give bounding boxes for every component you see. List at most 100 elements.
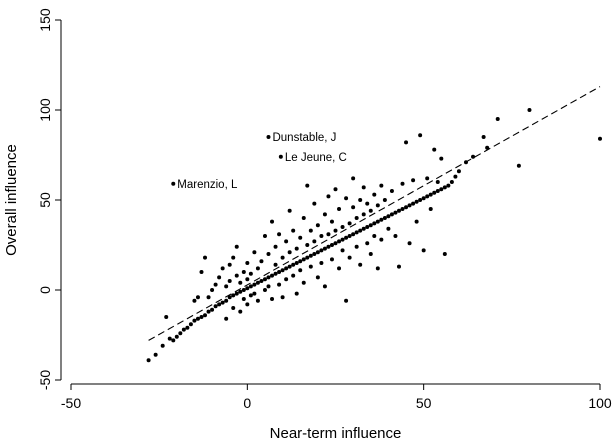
data-point [255, 280, 260, 285]
data-point [181, 327, 186, 332]
data-point [273, 271, 278, 276]
data-point [308, 253, 313, 258]
data-point [495, 117, 500, 121]
data-point [435, 189, 440, 193]
data-point [375, 219, 380, 224]
data-point [358, 228, 363, 233]
data-point [171, 338, 176, 343]
data-point [322, 246, 327, 251]
data-point [227, 295, 232, 300]
data-point [312, 252, 317, 256]
data-point [245, 261, 250, 265]
data-point [294, 261, 299, 265]
data-point [432, 147, 437, 152]
data-point [598, 136, 602, 141]
axes: -50 0 50 100 -50 0 50 100 150 [37, 8, 612, 411]
data-point [453, 174, 458, 179]
data-point [220, 300, 225, 305]
data-point [407, 203, 412, 208]
data-point [435, 180, 440, 184]
data-point [266, 275, 271, 280]
data-point [396, 208, 401, 213]
data-point [361, 185, 366, 190]
data-point [337, 266, 342, 271]
data-point [400, 181, 405, 186]
data-point [516, 163, 521, 168]
data-point [277, 270, 282, 274]
data-point [379, 183, 384, 188]
data-point [365, 225, 370, 229]
data-point [252, 291, 257, 296]
data-point [291, 273, 296, 278]
data-point [238, 280, 243, 285]
data-point [418, 133, 423, 138]
data-point [259, 279, 264, 283]
data-point [428, 207, 433, 211]
data-point [421, 196, 426, 201]
data-point [439, 156, 444, 161]
data-point [326, 244, 331, 249]
data-point [329, 219, 334, 224]
data-point [337, 239, 342, 244]
data-point [365, 241, 370, 246]
point-annotation: Dunstable, J [272, 132, 336, 144]
data-point [368, 223, 373, 228]
data-point [227, 262, 232, 267]
data-point [294, 246, 299, 251]
data-point [379, 237, 384, 242]
data-point [287, 264, 292, 269]
data-point [192, 318, 197, 323]
data-point [146, 358, 151, 363]
data-point [153, 352, 158, 357]
data-point [315, 223, 320, 228]
data-point [164, 315, 169, 319]
data-point [347, 221, 352, 226]
data-point [234, 291, 239, 296]
data-point [389, 212, 394, 217]
data-point [354, 244, 359, 249]
data-point [241, 270, 246, 274]
data-point [284, 239, 289, 244]
data-point [245, 286, 250, 291]
data-point [266, 252, 271, 256]
data-point [351, 176, 356, 181]
y-tick-label: 150 [37, 8, 53, 32]
data-point [456, 169, 461, 174]
data-point [428, 192, 433, 197]
data-point [220, 266, 225, 271]
data-point [442, 185, 447, 190]
data-point [449, 180, 454, 184]
y-tick-label: 0 [37, 286, 53, 294]
data-point [404, 140, 409, 145]
data-point [248, 293, 253, 298]
data-point [305, 255, 310, 260]
data-point [351, 205, 356, 210]
data-point [199, 270, 204, 274]
y-ticks: -50 0 50 100 150 [37, 8, 61, 390]
data-point [305, 243, 310, 247]
data-point [262, 288, 267, 292]
data-point [298, 259, 303, 264]
data-point [287, 208, 292, 213]
data-point [312, 201, 317, 206]
data-point [414, 219, 419, 224]
data-point [347, 234, 352, 238]
data-point [305, 183, 310, 188]
data-point [329, 243, 334, 247]
data-point [322, 284, 327, 289]
data-point [217, 302, 222, 307]
data-point [213, 304, 218, 309]
data-point [351, 232, 356, 237]
data-point [188, 322, 193, 327]
data-point [337, 207, 342, 211]
data-point [425, 194, 430, 199]
data-point [291, 228, 296, 233]
data-point [206, 295, 211, 300]
data-point [386, 214, 391, 219]
data-point [319, 261, 324, 265]
data-point [203, 313, 208, 318]
data-point [262, 234, 267, 238]
data-point [404, 205, 409, 210]
x-tick-label: -50 [61, 395, 81, 411]
annotations: Dunstable, J Le Jeune, C Marenzio, L [171, 132, 347, 191]
